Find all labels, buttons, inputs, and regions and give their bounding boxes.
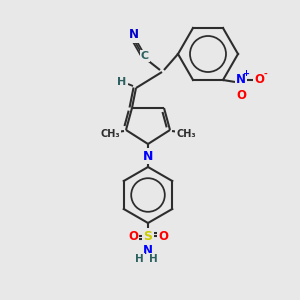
Text: N: N [236,74,246,86]
Text: +: + [242,70,250,79]
Text: CH₃: CH₃ [100,129,120,139]
Text: N: N [143,244,153,256]
Text: N: N [129,28,139,41]
Text: -: - [263,70,267,79]
Text: S: S [143,230,152,242]
Text: H: H [135,254,143,264]
Text: H: H [117,77,127,87]
Text: CH₃: CH₃ [176,129,196,139]
Text: O: O [128,230,138,242]
Text: H: H [148,254,158,264]
Text: O: O [236,89,246,103]
Text: C: C [141,51,149,61]
Text: N: N [143,149,153,163]
Text: O: O [254,74,264,86]
Text: O: O [158,230,168,242]
